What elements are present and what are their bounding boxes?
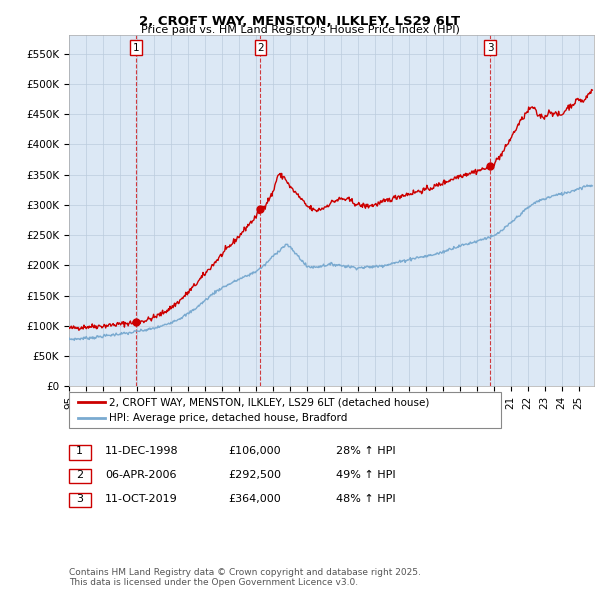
Text: 1: 1 [76,447,83,456]
Text: 2, CROFT WAY, MENSTON, ILKLEY, LS29 6LT: 2, CROFT WAY, MENSTON, ILKLEY, LS29 6LT [139,15,461,28]
Text: HPI: Average price, detached house, Bradford: HPI: Average price, detached house, Brad… [109,413,347,423]
Text: £292,500: £292,500 [228,470,281,480]
Text: 11-DEC-1998: 11-DEC-1998 [105,447,179,456]
Text: £106,000: £106,000 [228,447,281,456]
Text: 3: 3 [487,42,494,53]
Text: 49% ↑ HPI: 49% ↑ HPI [336,470,395,480]
Text: 06-APR-2006: 06-APR-2006 [105,470,176,480]
Text: 1: 1 [133,42,139,53]
Text: 11-OCT-2019: 11-OCT-2019 [105,494,178,503]
Text: Price paid vs. HM Land Registry's House Price Index (HPI): Price paid vs. HM Land Registry's House … [140,25,460,35]
Text: Contains HM Land Registry data © Crown copyright and database right 2025.
This d: Contains HM Land Registry data © Crown c… [69,568,421,587]
Text: 2: 2 [76,470,83,480]
Text: 28% ↑ HPI: 28% ↑ HPI [336,447,395,456]
Text: 3: 3 [76,494,83,503]
Text: 48% ↑ HPI: 48% ↑ HPI [336,494,395,503]
Text: £364,000: £364,000 [228,494,281,503]
Text: 2: 2 [257,42,264,53]
Text: 2, CROFT WAY, MENSTON, ILKLEY, LS29 6LT (detached house): 2, CROFT WAY, MENSTON, ILKLEY, LS29 6LT … [109,397,430,407]
